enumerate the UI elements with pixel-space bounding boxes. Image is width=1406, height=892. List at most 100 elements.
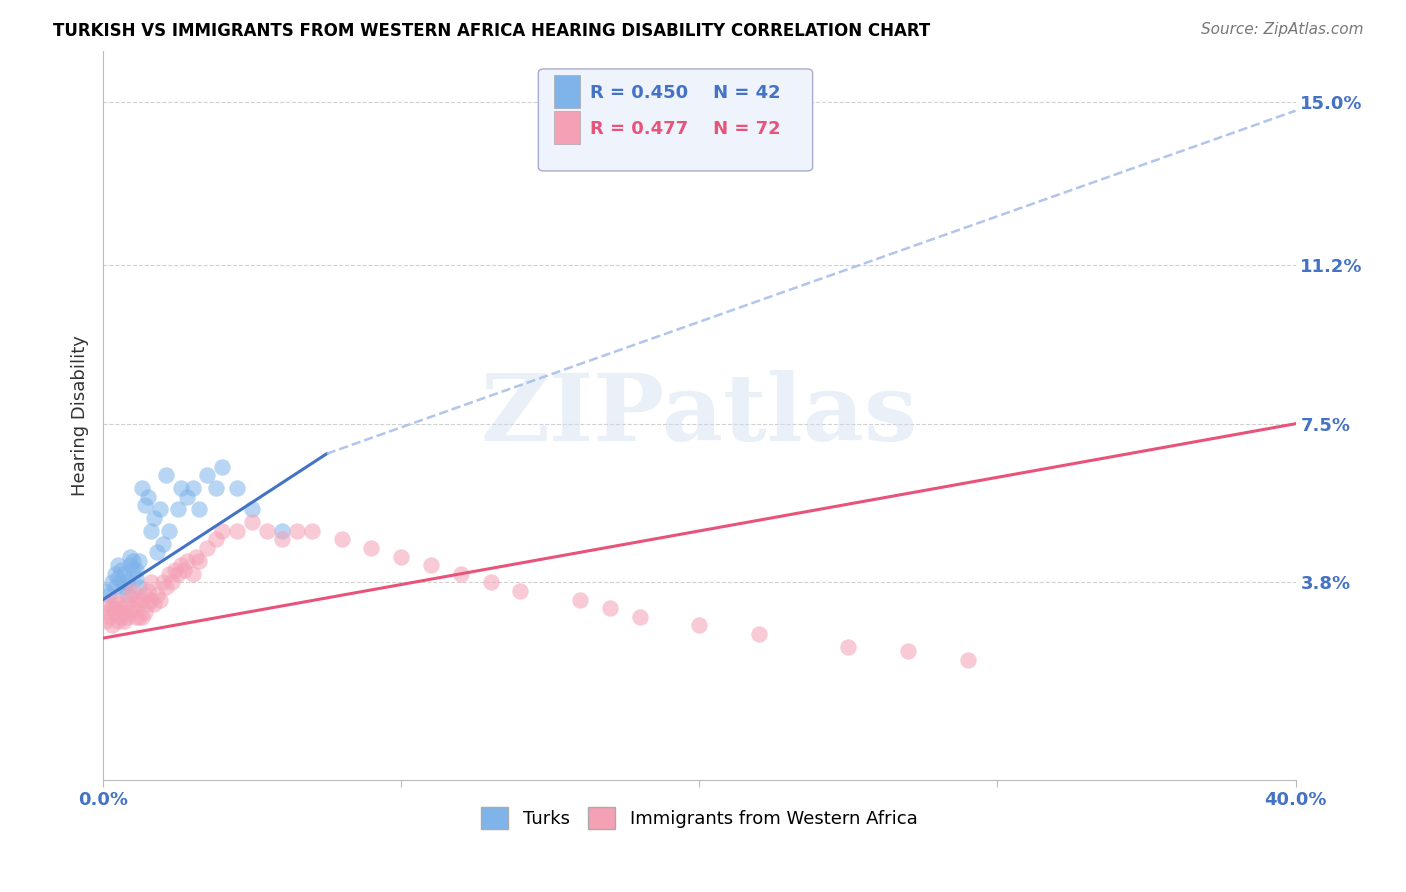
Point	[956, 652, 979, 666]
Point	[837, 640, 859, 654]
Point	[152, 575, 174, 590]
Point	[360, 541, 382, 555]
Point	[104, 566, 127, 581]
Point	[115, 588, 138, 602]
Point	[118, 549, 141, 564]
Point	[110, 601, 132, 615]
Text: Source: ZipAtlas.com: Source: ZipAtlas.com	[1201, 22, 1364, 37]
Point	[897, 644, 920, 658]
Point	[197, 468, 219, 483]
Point	[748, 627, 770, 641]
Point	[125, 562, 148, 576]
Point	[118, 558, 141, 573]
Point	[110, 575, 132, 590]
Point	[205, 533, 228, 547]
Point	[122, 554, 145, 568]
Point	[628, 609, 651, 624]
Point	[107, 614, 129, 628]
Point	[104, 580, 127, 594]
Point	[122, 562, 145, 576]
Point	[125, 609, 148, 624]
Point	[128, 554, 150, 568]
Point	[142, 597, 165, 611]
Point	[122, 601, 145, 615]
Point	[285, 524, 308, 538]
Point	[107, 558, 129, 573]
Point	[226, 524, 249, 538]
Point	[166, 502, 188, 516]
Point	[112, 566, 135, 581]
Point	[115, 609, 138, 624]
Point	[94, 606, 117, 620]
Point	[131, 609, 153, 624]
Point	[128, 597, 150, 611]
Point	[104, 592, 127, 607]
Point	[169, 481, 191, 495]
Point	[688, 618, 710, 632]
Point	[301, 524, 323, 538]
Point	[509, 583, 531, 598]
Point	[184, 549, 207, 564]
Point	[181, 481, 204, 495]
Text: R = 0.477    N = 72: R = 0.477 N = 72	[589, 120, 780, 138]
Point	[136, 583, 159, 598]
Point	[176, 554, 198, 568]
Point	[166, 566, 188, 581]
Point	[118, 588, 141, 602]
Point	[142, 511, 165, 525]
Point	[420, 558, 443, 573]
Point	[157, 524, 180, 538]
Legend: Turks, Immigrants from Western Africa: Turks, Immigrants from Western Africa	[474, 800, 925, 836]
Point	[139, 592, 162, 607]
Point	[163, 562, 186, 576]
Point	[128, 580, 150, 594]
Point	[134, 606, 156, 620]
Point	[146, 545, 169, 559]
Point	[152, 537, 174, 551]
Point	[271, 524, 294, 538]
Point	[112, 580, 135, 594]
Point	[134, 588, 156, 602]
Point	[110, 609, 132, 624]
Point	[149, 592, 172, 607]
Point	[176, 490, 198, 504]
Point	[98, 588, 121, 602]
Point	[131, 592, 153, 607]
Point	[122, 583, 145, 598]
Point	[112, 614, 135, 628]
Point	[181, 566, 204, 581]
Point	[94, 614, 117, 628]
Point	[125, 592, 148, 607]
Bar	[554, 75, 581, 108]
Point	[112, 606, 135, 620]
Point	[139, 575, 162, 590]
Point	[131, 481, 153, 495]
Point	[197, 541, 219, 555]
Point	[146, 588, 169, 602]
Point	[155, 580, 177, 594]
Point	[118, 606, 141, 620]
Text: ZIPatlas: ZIPatlas	[481, 370, 918, 460]
Point	[330, 533, 353, 547]
Point	[98, 609, 121, 624]
Point	[479, 575, 502, 590]
Point	[155, 468, 177, 483]
Point	[115, 575, 138, 590]
Point	[599, 601, 621, 615]
Point	[110, 562, 132, 576]
Point	[389, 549, 412, 564]
Point	[211, 459, 233, 474]
Point	[450, 566, 472, 581]
Point	[173, 562, 195, 576]
Point	[187, 554, 209, 568]
Point	[128, 609, 150, 624]
Point	[107, 571, 129, 585]
Point	[107, 597, 129, 611]
Point	[205, 481, 228, 495]
Point	[134, 498, 156, 512]
Point	[98, 597, 121, 611]
Text: R = 0.450    N = 42: R = 0.450 N = 42	[589, 84, 780, 102]
Point	[211, 524, 233, 538]
Point	[240, 516, 263, 530]
Point	[136, 490, 159, 504]
